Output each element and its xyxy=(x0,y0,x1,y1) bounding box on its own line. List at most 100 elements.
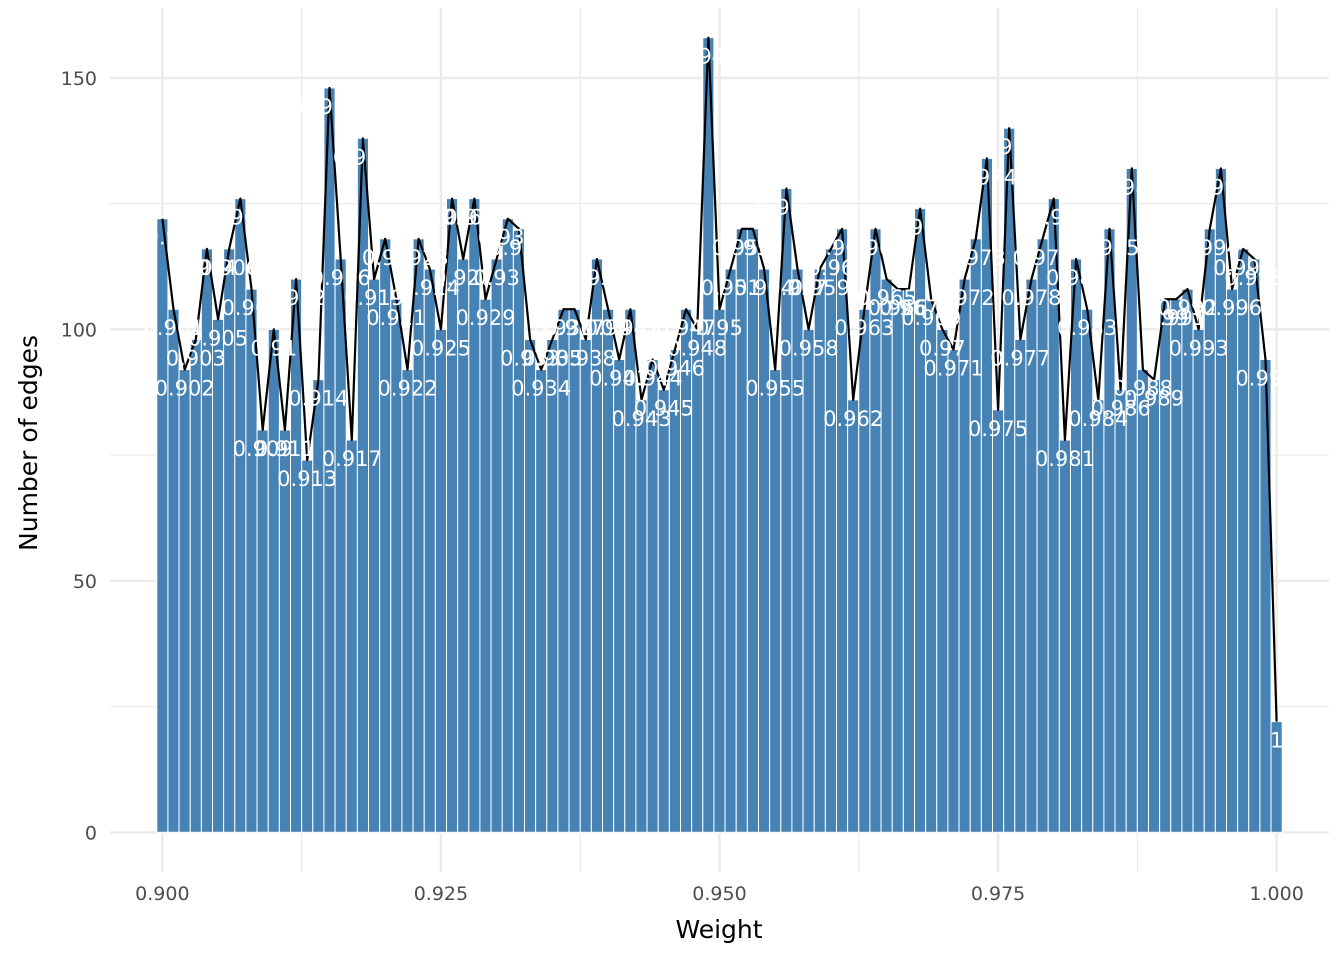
bar xyxy=(579,338,592,833)
bar-label: 0.928 xyxy=(444,206,504,230)
bar-label: 0.967 xyxy=(879,296,939,320)
bar-label: 0.917 xyxy=(322,447,382,471)
bar-label: 0.922 xyxy=(377,377,437,401)
bar-label: 0.91 xyxy=(250,336,297,360)
bar-label: 0.983 xyxy=(1057,316,1117,340)
bar-label: 0.918 xyxy=(333,145,393,169)
bar-label: 0.985 xyxy=(1079,236,1139,260)
bar xyxy=(1036,238,1049,833)
bar-label: 0.952 xyxy=(712,236,772,260)
bar xyxy=(1014,338,1027,833)
bar-label: 0.903 xyxy=(166,346,226,370)
bar-label: 0.935 xyxy=(522,346,582,370)
bar xyxy=(635,399,648,833)
bar-label: 0.919 xyxy=(344,286,404,310)
bar-label: 0.984 xyxy=(1068,407,1128,431)
bar-label: 0.906 xyxy=(199,256,259,280)
bar xyxy=(156,218,169,833)
bar xyxy=(713,308,726,833)
bar xyxy=(490,258,503,833)
bar-label: 0.946 xyxy=(645,356,705,380)
bars xyxy=(156,37,1283,833)
bar-label: 0.955 xyxy=(745,377,805,401)
bar-label: 0.974 xyxy=(957,165,1017,189)
bar xyxy=(234,198,247,833)
bar-label: 0.944 xyxy=(623,367,683,391)
bar-label: 0.929 xyxy=(455,306,515,330)
bar-label: 0.997 xyxy=(1213,256,1273,280)
bar xyxy=(969,238,982,833)
bar-label: 0.972 xyxy=(935,286,995,310)
bar-label: 0.953 xyxy=(723,236,783,260)
bar-label: 0.964 xyxy=(845,236,905,260)
y-tick-label: 100 xyxy=(61,319,97,341)
bar-label: 0.97 xyxy=(919,336,966,360)
bar xyxy=(590,258,604,833)
bar-label: 0.936 xyxy=(533,316,593,340)
bar xyxy=(991,409,1005,833)
bar xyxy=(468,198,481,833)
bar-label: 0.938 xyxy=(556,346,616,370)
bar-label: 0.912 xyxy=(266,286,326,310)
bar-label: 0.986 xyxy=(1091,397,1151,421)
bar-label: 0.962 xyxy=(823,407,883,431)
bar-label: 0.969 xyxy=(901,306,961,330)
bar-label: 0.926 xyxy=(422,206,482,230)
x-axis-title: Weight xyxy=(675,915,762,944)
bar xyxy=(1058,439,1071,833)
y-tick-label: 0 xyxy=(85,822,97,844)
bar-label: 0.924 xyxy=(400,276,460,300)
bar-label: 0.954 xyxy=(734,276,794,300)
bar xyxy=(858,308,871,833)
bar xyxy=(769,369,782,833)
bar-label: 0.993 xyxy=(1169,336,1229,360)
bar xyxy=(434,328,448,833)
bar-label: 0.945 xyxy=(634,397,694,421)
bar-label: 0.907 xyxy=(210,206,270,230)
bar-label: 0.988 xyxy=(1113,377,1173,401)
bar-label: 0.934 xyxy=(511,377,571,401)
bar xyxy=(936,328,949,833)
bar xyxy=(757,268,771,833)
bar xyxy=(256,429,269,833)
bar-label: 0.959 xyxy=(790,276,850,300)
bar xyxy=(1081,308,1094,833)
bar-label: 0.976 xyxy=(979,135,1039,159)
bar xyxy=(880,278,893,833)
bar-label: 0.951 xyxy=(701,276,761,300)
bar-label: 0.966 xyxy=(868,296,928,320)
bar-label: 0.973 xyxy=(946,246,1006,270)
bar-label: 0.965 xyxy=(857,286,917,310)
bar-label: 0.908 xyxy=(221,296,281,320)
bar-label: 0.92 xyxy=(362,246,409,270)
bar-label: 0.921 xyxy=(366,306,426,330)
bar-label: 0.961 xyxy=(812,236,872,260)
bar-label: 0.989 xyxy=(1124,387,1184,411)
bar xyxy=(267,328,280,833)
bar xyxy=(524,338,537,833)
bar xyxy=(1147,379,1161,833)
bar-label: 0.978 xyxy=(1001,286,1061,310)
bar-label: 0.932 xyxy=(489,236,549,260)
bar-label: 0.937 xyxy=(545,316,605,340)
bar xyxy=(345,439,358,833)
y-tick-label: 150 xyxy=(61,68,97,90)
x-tick-label: 0.975 xyxy=(971,883,1025,905)
bar-label: 0.943 xyxy=(611,407,671,431)
bar xyxy=(1192,328,1205,833)
bar-label: 0.923 xyxy=(389,246,449,270)
bar-label: 0.941 xyxy=(589,367,649,391)
bar-label: 0.931 xyxy=(478,226,538,250)
bar-label: 0.948 xyxy=(667,336,727,360)
bar-label: 0.958 xyxy=(779,336,839,360)
bar xyxy=(1248,258,1261,833)
bar-label: 0.925 xyxy=(411,336,471,360)
bar-label: 0.933 xyxy=(500,346,560,370)
bar-label: 0.905 xyxy=(188,326,248,350)
x-tick-label: 0.900 xyxy=(135,883,189,905)
bar-label: 0.904 xyxy=(177,256,237,280)
bar-label: 0.981 xyxy=(1035,447,1095,471)
bar-label: 0.996 xyxy=(1202,296,1262,320)
bar xyxy=(178,369,191,833)
bar-label: 0.999 xyxy=(1235,367,1295,391)
